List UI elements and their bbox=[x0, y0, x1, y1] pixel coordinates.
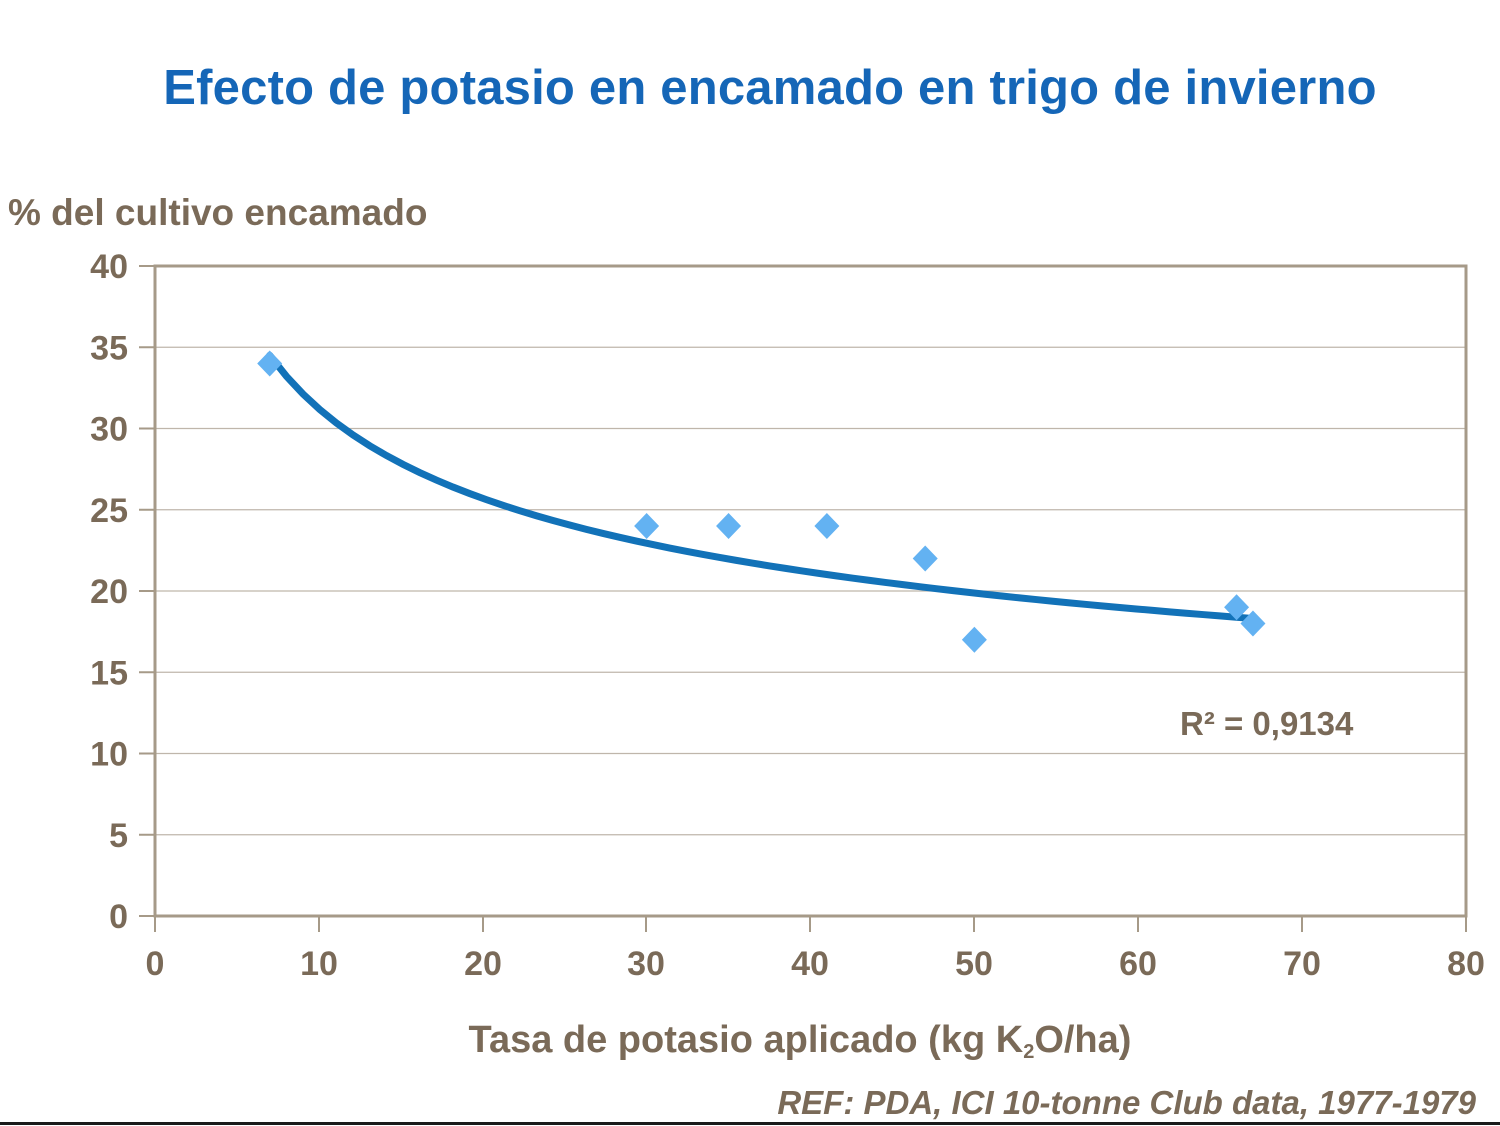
svg-text:0: 0 bbox=[146, 945, 165, 983]
svg-text:10: 10 bbox=[90, 736, 128, 774]
svg-text:80: 80 bbox=[1447, 945, 1485, 983]
svg-text:20: 20 bbox=[464, 945, 502, 983]
svg-text:25: 25 bbox=[90, 492, 128, 530]
svg-text:40: 40 bbox=[90, 248, 128, 286]
svg-text:20: 20 bbox=[90, 573, 128, 611]
svg-text:15: 15 bbox=[90, 654, 128, 692]
svg-text:30: 30 bbox=[627, 945, 665, 983]
svg-text:30: 30 bbox=[90, 411, 128, 449]
svg-text:5: 5 bbox=[109, 817, 128, 855]
svg-text:60: 60 bbox=[1119, 945, 1157, 983]
svg-text:0: 0 bbox=[109, 898, 128, 936]
svg-text:10: 10 bbox=[300, 945, 338, 983]
svg-text:35: 35 bbox=[90, 329, 128, 367]
svg-text:70: 70 bbox=[1283, 945, 1321, 983]
svg-text:50: 50 bbox=[955, 945, 993, 983]
svg-text:40: 40 bbox=[791, 945, 829, 983]
svg-text:R² = 0,9134: R² = 0,9134 bbox=[1180, 705, 1354, 742]
